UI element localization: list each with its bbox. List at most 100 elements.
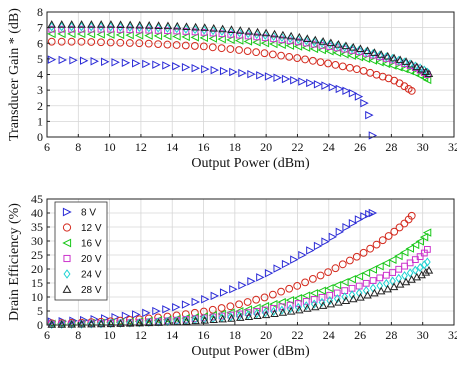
data-point-12V: [135, 39, 144, 48]
data-point-20V: [107, 25, 115, 33]
legend-label: 8 V: [81, 208, 96, 219]
data-point-20V: [333, 44, 341, 52]
data-point-8V: [247, 69, 256, 79]
data-point-8V: [321, 237, 330, 246]
data-point-20V: [376, 274, 384, 282]
data-point-16V: [332, 280, 342, 290]
data-point-28V: [87, 319, 96, 328]
data-point-24V: [348, 44, 356, 54]
data-point-28V: [395, 55, 405, 64]
data-point-20V: [87, 25, 95, 33]
x-tick-label: 26: [354, 140, 366, 154]
data-point-12V: [378, 236, 387, 245]
data-point-28V: [261, 28, 271, 37]
series-8V: [47, 55, 378, 140]
data-point-28V: [227, 25, 236, 33]
data-point-28V: [349, 42, 358, 51]
data-point-24V: [58, 22, 65, 32]
data-point-28V: [67, 319, 76, 328]
legend-marker-12V: [62, 223, 72, 232]
y-tick-label: 10: [31, 290, 43, 304]
x-tick-label: 20: [260, 328, 272, 342]
data-point-8V: [152, 60, 161, 69]
data-point-8V: [111, 313, 120, 322]
axes-frame: [46, 198, 455, 326]
legend-box: [54, 201, 108, 301]
data-point-20V: [236, 310, 243, 318]
data-point-8V: [273, 73, 282, 82]
gain-plot: 6 8 10 12 14 16 18 20 22 24 26 28 30 32012345678Outpu…: [7, 5, 457, 171]
data-point-20V: [270, 35, 278, 43]
data-point-8V: [264, 72, 274, 81]
data-point-12V: [345, 256, 354, 265]
data-point-8V: [172, 302, 181, 312]
data-point-24V: [333, 41, 341, 51]
data-point-24V: [261, 308, 269, 318]
y-axis-label: Transducer Gain * (dB): [7, 8, 22, 141]
x-tick-label: 26: [354, 328, 366, 342]
data-point-28V: [407, 59, 416, 68]
data-point-28V: [303, 34, 312, 42]
data-point-8V: [335, 227, 345, 237]
data-point-16V: [381, 59, 391, 69]
data-point-16V: [181, 32, 190, 42]
data-point-12V: [217, 304, 226, 312]
data-point-24V: [341, 42, 349, 52]
data-point-8V: [354, 92, 364, 101]
data-point-16V: [422, 75, 432, 85]
data-point-12V: [400, 219, 409, 228]
data-point-8V: [360, 212, 369, 221]
data-point-20V: [286, 37, 294, 45]
data-point-20V: [310, 295, 318, 303]
data-point-8V: [290, 255, 299, 264]
data-point-24V: [411, 265, 419, 275]
data-point-16V: [375, 58, 384, 67]
x-tick-label: 12: [135, 328, 147, 342]
data-point-8V: [47, 55, 57, 64]
data-point-16V: [125, 30, 134, 40]
x-tick-label: 28: [385, 328, 397, 342]
data-point-12V: [331, 264, 340, 273]
data-point-8V: [210, 291, 220, 301]
data-point-20V: [200, 28, 208, 36]
data-point-28V: [96, 20, 106, 28]
data-point-12V: [301, 278, 310, 287]
data-point-20V: [48, 25, 56, 33]
series-12V: [47, 37, 416, 95]
data-point-8V: [121, 58, 131, 68]
legend-label: 24 V: [81, 270, 102, 281]
data-point-8V: [238, 68, 247, 78]
data-point-12V: [407, 87, 416, 95]
data-point-20V: [227, 311, 235, 319]
data-point-20V: [126, 26, 134, 34]
data-point-12V: [77, 37, 86, 46]
x-tick-label: 16: [198, 140, 210, 154]
data-point-16V: [199, 33, 208, 43]
y-tick-label: 15: [31, 276, 43, 290]
data-point-28V: [401, 57, 411, 65]
y-tick-label: 4: [37, 68, 43, 82]
x-axis-label: Output Power (dBm): [191, 344, 310, 359]
data-point-28V: [173, 21, 182, 30]
data-point-8V: [348, 219, 358, 228]
y-tick-label: 2: [37, 99, 43, 113]
data-point-16V: [293, 42, 303, 51]
data-point-24V: [244, 310, 252, 320]
data-point-16V: [415, 237, 425, 246]
data-point-24V: [318, 38, 326, 48]
data-point-28V: [395, 279, 405, 288]
data-point-20V: [423, 246, 431, 253]
data-point-12V: [293, 54, 302, 62]
data-point-8V: [281, 259, 291, 269]
data-point-8V: [142, 308, 151, 318]
legend-label: 20 V: [81, 254, 102, 265]
data-point-28V: [125, 318, 135, 327]
series-24V: [48, 22, 431, 77]
data-point-12V: [260, 293, 269, 302]
data-point-28V: [106, 20, 116, 28]
data-point-24V: [376, 50, 384, 60]
data-point-28V: [144, 21, 154, 29]
data-point-12V: [268, 50, 277, 59]
data-point-20V: [182, 28, 190, 35]
data-point-20V: [236, 31, 243, 39]
